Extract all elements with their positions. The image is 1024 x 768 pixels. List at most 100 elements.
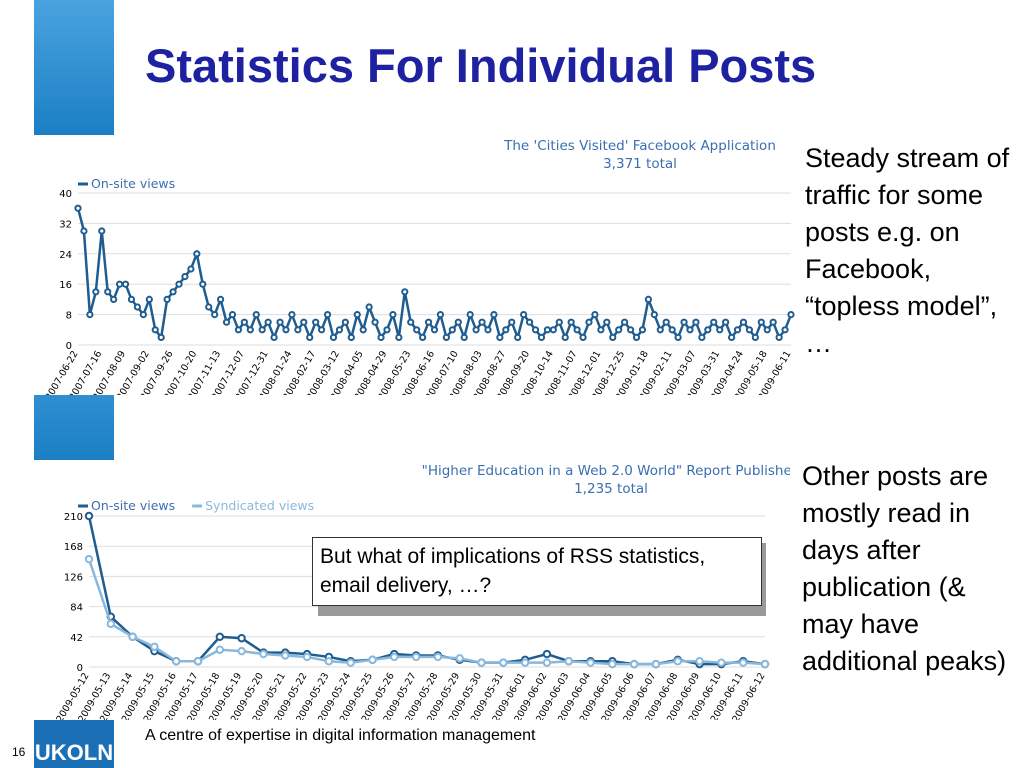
- point: [543, 326, 551, 334]
- point: [733, 326, 742, 334]
- y-tick-label: 0: [77, 663, 83, 674]
- point: [567, 318, 575, 326]
- point: [454, 318, 462, 326]
- point: [121, 280, 130, 288]
- point: [302, 652, 312, 662]
- point: [252, 311, 260, 319]
- point: [745, 326, 754, 334]
- point: [234, 326, 243, 334]
- footer: A centre of expertise in digital informa…: [145, 727, 536, 744]
- legend-label: Syndicated views: [205, 498, 314, 513]
- point: [686, 326, 694, 334]
- point: [163, 295, 171, 303]
- slide-number: 16: [12, 745, 26, 759]
- point: [139, 311, 147, 319]
- point: [215, 645, 225, 654]
- point: [282, 326, 290, 334]
- point: [228, 311, 237, 319]
- point: [751, 333, 759, 341]
- point: [695, 657, 704, 666]
- point: [430, 326, 439, 334]
- point: [668, 326, 676, 334]
- point: [181, 273, 189, 281]
- point: [347, 333, 355, 341]
- point: [608, 659, 617, 669]
- point: [187, 265, 195, 273]
- point: [193, 657, 203, 666]
- point: [508, 318, 516, 326]
- point: [300, 318, 308, 326]
- legend-label: On-site views: [91, 498, 175, 513]
- point: [436, 311, 445, 319]
- point: [716, 326, 724, 334]
- point: [455, 654, 464, 663]
- point: [651, 659, 661, 669]
- point: [211, 311, 219, 319]
- point: [433, 652, 443, 662]
- point: [632, 333, 641, 341]
- note: Steady stream of traffic for some posts …: [805, 143, 1010, 358]
- point: [199, 280, 207, 288]
- point: [442, 333, 450, 341]
- point: [276, 318, 284, 326]
- point: [542, 649, 552, 659]
- point: [717, 658, 726, 667]
- point: [478, 318, 486, 326]
- point: [359, 326, 367, 334]
- point: [145, 295, 153, 303]
- point: [626, 326, 635, 334]
- y-tick-label: 0: [66, 341, 72, 352]
- point: [383, 326, 391, 334]
- point: [193, 250, 201, 258]
- point: [371, 318, 379, 326]
- point: [318, 326, 326, 334]
- point: [704, 326, 712, 334]
- point: [306, 333, 314, 341]
- point: [246, 326, 254, 334]
- point: [484, 326, 492, 334]
- point: [629, 659, 639, 669]
- point: [80, 227, 88, 235]
- point: [460, 333, 468, 341]
- y-tick-label: 42: [70, 633, 83, 644]
- point: [537, 333, 546, 341]
- point: [115, 280, 124, 288]
- point: [407, 318, 415, 326]
- point: [520, 311, 528, 319]
- point: [561, 333, 569, 341]
- point: [739, 318, 748, 326]
- point: [656, 326, 664, 334]
- point: [555, 318, 563, 326]
- point: [133, 303, 142, 311]
- y-tick-label: 40: [59, 189, 72, 200]
- accent-bar: [34, 395, 114, 460]
- callout: But what of implications of RSS statisti…: [312, 537, 762, 606]
- point: [757, 318, 765, 326]
- point: [172, 657, 181, 666]
- y-tick-label: 32: [59, 219, 72, 230]
- point: [288, 311, 296, 319]
- point: [727, 333, 736, 341]
- point: [499, 658, 508, 667]
- point: [346, 658, 355, 667]
- point: [128, 632, 137, 642]
- point: [674, 333, 682, 341]
- point: [603, 318, 611, 326]
- chart-subtitle: 3,371 total: [603, 156, 677, 172]
- point: [424, 318, 433, 326]
- y-tick-label: 16: [59, 280, 72, 291]
- point: [401, 288, 409, 296]
- point: [413, 326, 421, 334]
- y-tick-label: 126: [64, 572, 83, 583]
- point: [237, 646, 246, 656]
- chart: "Higher Education in a Web 2.0 World" Re…: [34, 460, 790, 720]
- point: [150, 642, 159, 652]
- point: [586, 658, 595, 667]
- point: [264, 318, 272, 326]
- point: [175, 280, 183, 288]
- point: [259, 649, 268, 659]
- point: [673, 657, 682, 666]
- point: [698, 333, 706, 341]
- point: [419, 333, 427, 341]
- point: [411, 652, 421, 662]
